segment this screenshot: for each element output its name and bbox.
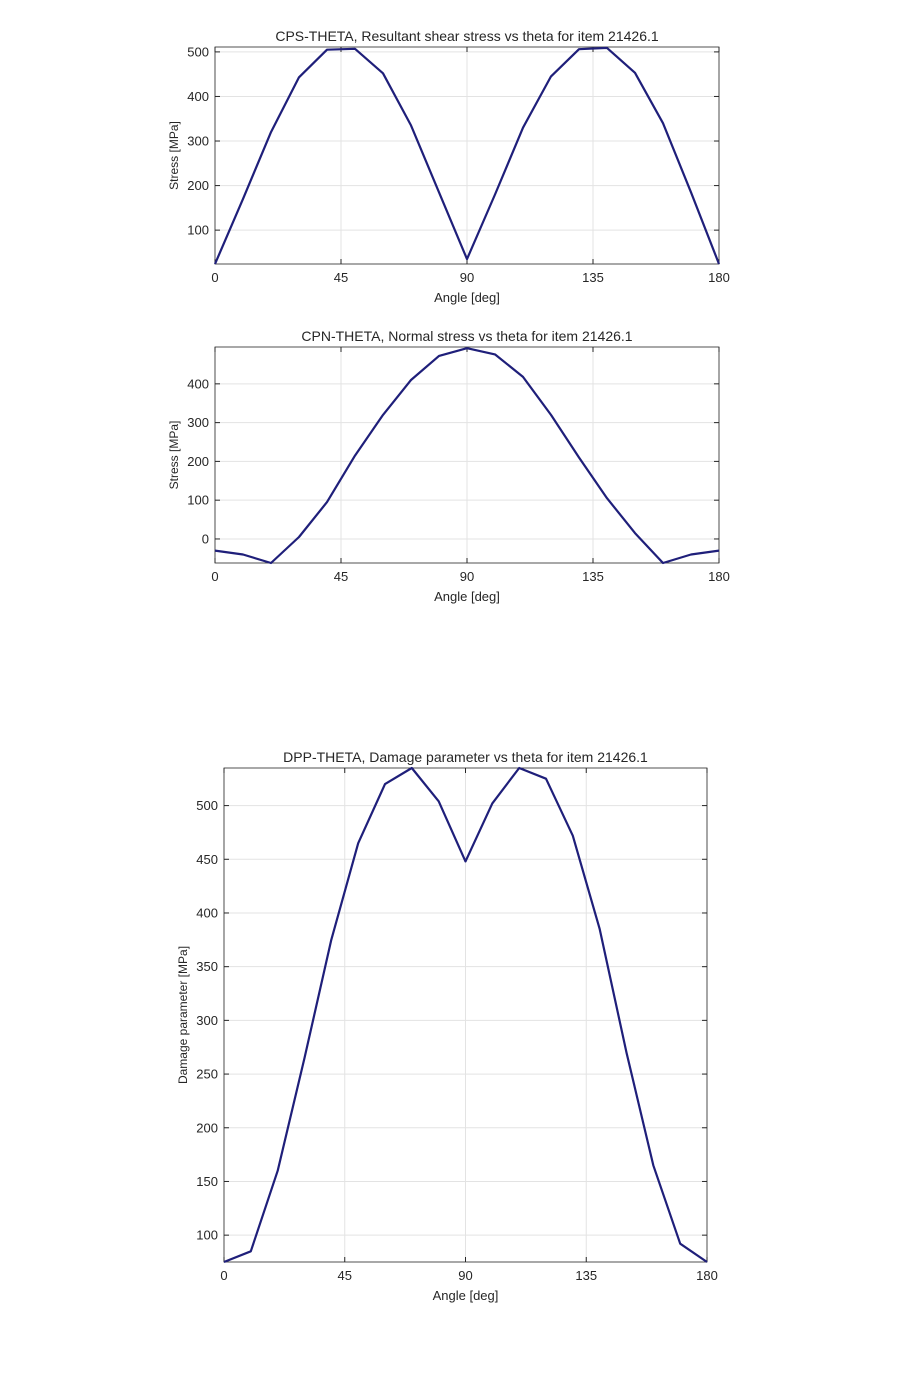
x-tick-label: 135 [582,569,604,584]
y-tick-label: 300 [187,134,209,149]
y-tick-label: 100 [196,1228,218,1243]
chart-2: 0 45 90 135 180 0 100 200 300 400 CPN-THETA, Norma… [167,328,730,604]
y-tick-label: 0 [202,531,209,546]
y-tick-label: 200 [187,178,209,193]
x-tick-label: 0 [211,270,218,285]
y-tick-label: 250 [196,1067,218,1082]
x-tick-label: 0 [211,569,218,584]
x-axis-label: Angle [deg] [434,290,500,305]
y-tick-label: 400 [187,376,209,391]
x-axis-label: Angle [deg] [434,589,500,604]
y-tick-label: 350 [196,959,218,974]
y-tick-label: 200 [196,1120,218,1135]
x-tick-label: 90 [460,569,474,584]
y-axis-label: Stress [MPa] [167,121,181,190]
x-tick-label: 135 [575,1268,597,1283]
chart-title: CPS-THETA, Resultant shear stress vs the… [275,28,659,44]
x-axis-label: Angle [deg] [433,1288,499,1303]
y-tick-label: 150 [196,1174,218,1189]
y-axis-label: Stress [MPa] [167,421,181,490]
x-tick-label: 45 [334,569,348,584]
series-line [223,766,708,1264]
x-tick-label: 45 [338,1268,352,1283]
chart-title: DPP-THETA, Damage parameter vs theta for… [283,749,648,765]
x-tick-label: 180 [708,270,730,285]
chart-1: 0 45 90 135 180 100 200 300 400 500 CPS-THETA, Res… [167,28,730,305]
y-tick-label: 500 [187,44,209,59]
series-line [214,347,720,565]
y-tick-label: 450 [196,852,218,867]
chart-title: CPN-THETA, Normal stress vs theta for it… [301,328,632,344]
y-tick-label: 100 [187,493,209,508]
x-tick-label: 90 [458,1268,472,1283]
x-tick-label: 90 [460,270,474,285]
x-tick-label: 0 [220,1268,227,1283]
chart-3: 0 45 90 135 180 100 150 200 250 300 350 400 450 500 DP… [176,749,718,1303]
x-tick-label: 180 [708,569,730,584]
x-tick-label: 180 [696,1268,718,1283]
y-tick-label: 400 [187,89,209,104]
y-tick-label: 500 [196,798,218,813]
x-tick-label: 45 [334,270,348,285]
y-tick-label: 400 [196,905,218,920]
series-line [213,46,721,265]
y-axis-label: Damage parameter [MPa] [176,946,190,1084]
y-tick-label: 200 [187,454,209,469]
x-tick-label: 135 [582,270,604,285]
y-tick-label: 300 [196,1013,218,1028]
y-tick-label: 300 [187,415,209,430]
y-tick-label: 100 [187,223,209,238]
